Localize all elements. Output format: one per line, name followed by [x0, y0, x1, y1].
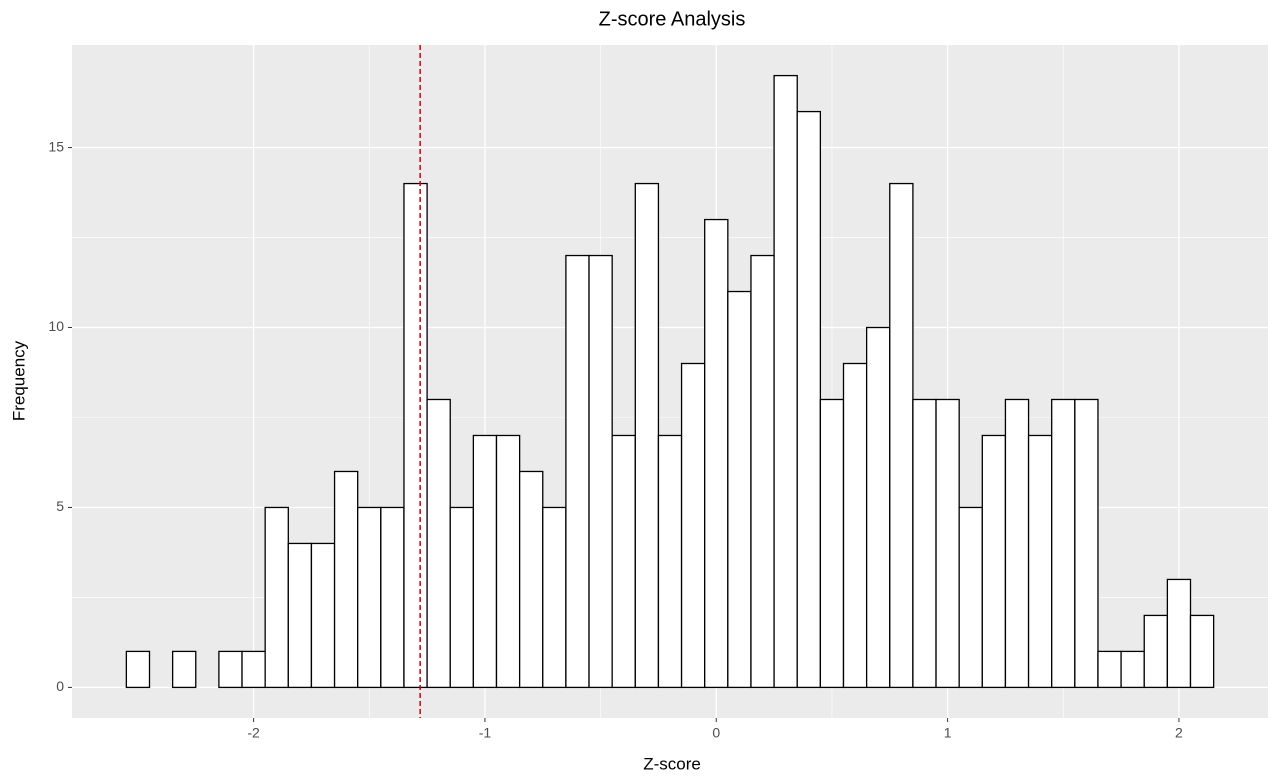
bar [287, 542, 313, 689]
bar [657, 434, 683, 689]
bar [472, 434, 498, 689]
bar [819, 398, 845, 689]
bar [704, 218, 729, 689]
bar [449, 506, 475, 689]
bar [380, 506, 405, 689]
bar [241, 650, 266, 689]
bar [773, 74, 798, 689]
bar [333, 470, 359, 689]
x-tick-label: 2 [1175, 725, 1183, 741]
bar [1166, 578, 1192, 689]
bar [1097, 650, 1122, 689]
bar [426, 398, 451, 689]
bar [495, 434, 521, 689]
bar [565, 254, 590, 689]
bar [1143, 614, 1169, 689]
bar [218, 650, 243, 689]
x-tick-label: 0 [712, 725, 720, 741]
bar [680, 362, 706, 689]
y-tick-label: 0 [56, 678, 64, 694]
bar [727, 290, 752, 689]
bar [750, 254, 775, 689]
bar [1189, 614, 1215, 689]
bar [865, 326, 891, 689]
y-tick-label: 15 [48, 138, 64, 154]
bar [1027, 434, 1053, 689]
bar [842, 362, 868, 689]
y-axis-label: Frequency [9, 340, 28, 421]
bar [403, 182, 428, 689]
bar [542, 506, 567, 689]
y-tick-label: 10 [48, 318, 64, 334]
bar [1051, 398, 1076, 689]
bar [1074, 398, 1099, 689]
bar [357, 506, 382, 689]
bar [796, 110, 822, 689]
bar [912, 398, 937, 689]
bar [588, 254, 613, 689]
bar [935, 398, 960, 689]
chart-title: Z-score Analysis [599, 8, 746, 30]
bar [889, 182, 914, 689]
x-tick-label: 1 [944, 725, 952, 741]
x-axis-label: Z-score [643, 754, 701, 773]
bar [310, 542, 336, 689]
y-tick-label: 5 [56, 498, 64, 514]
x-tick-label: -2 [247, 725, 260, 741]
bar [125, 650, 151, 689]
x-tick-label: -1 [479, 725, 492, 741]
bar [981, 434, 1007, 689]
bar [264, 506, 289, 689]
bar [611, 434, 636, 689]
bar [171, 650, 197, 689]
bar [1004, 398, 1030, 689]
bar [634, 182, 660, 689]
bar [958, 506, 983, 689]
bar [518, 470, 544, 689]
bar [1120, 650, 1145, 689]
